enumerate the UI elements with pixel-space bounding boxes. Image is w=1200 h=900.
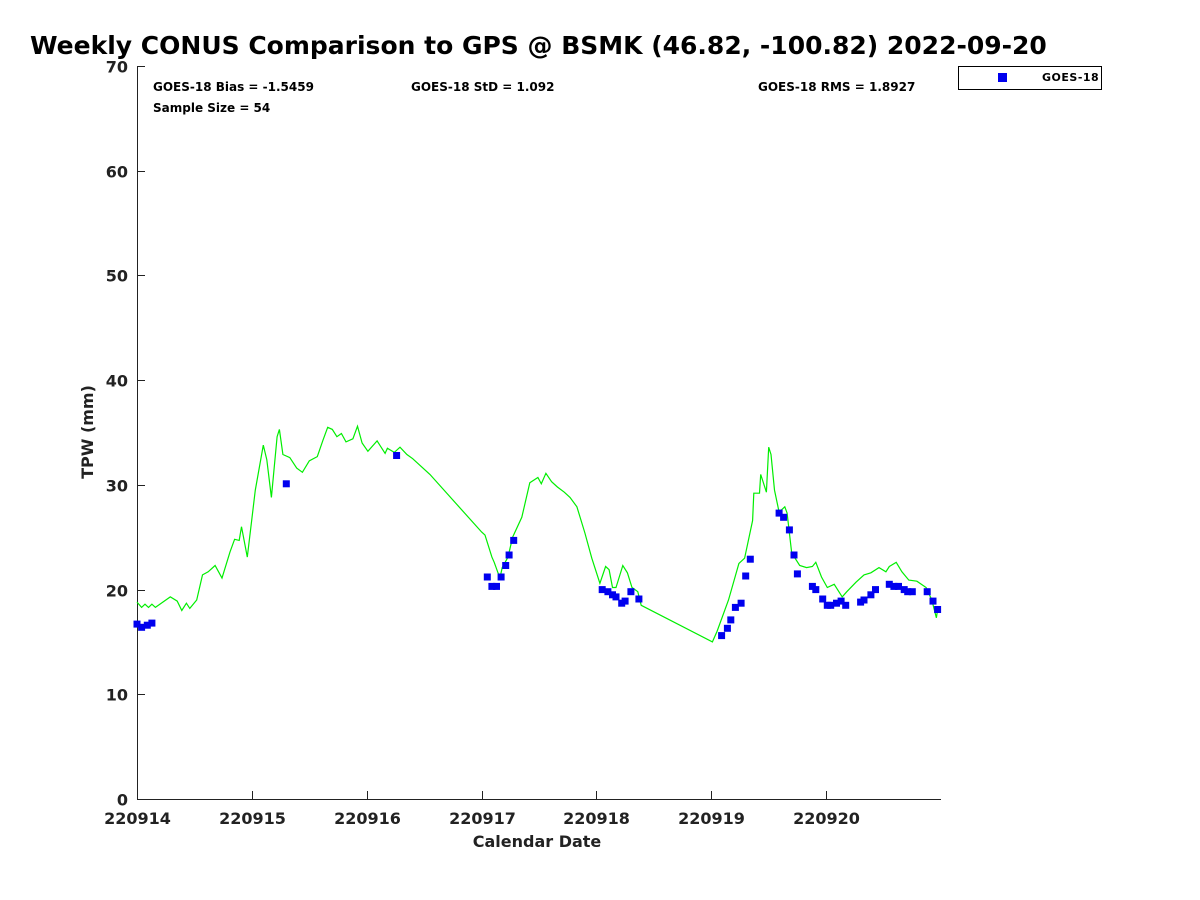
goes18-data-point <box>493 582 500 590</box>
goes18-data-point <box>282 480 290 488</box>
goes18-data-point <box>929 597 937 605</box>
goes18-data-point <box>867 591 875 599</box>
goes18-data-point <box>483 573 491 581</box>
sample-size-stat: Sample Size = 54 <box>153 101 270 115</box>
goes18-data-point <box>635 595 643 603</box>
legend-marker-goes18 <box>998 73 1007 82</box>
y-axis-label: TPW (mm) <box>78 385 97 479</box>
x-tick-label: 220916 <box>334 809 401 828</box>
goes18-data-point <box>785 526 793 534</box>
goes18-data-point <box>890 582 898 590</box>
goes18-data-point <box>793 570 801 578</box>
goes18-data-point <box>790 551 798 559</box>
bias-stat: GOES-18 Bias = -1.5459 <box>153 80 314 94</box>
y-tick-label: 0 <box>117 791 128 810</box>
goes18-data-point <box>885 580 893 588</box>
goes18-data-point <box>833 599 840 607</box>
goes18-data-point <box>510 536 518 544</box>
rms-stat: GOES-18 RMS = 1.8927 <box>758 80 915 94</box>
goes18-data-point <box>723 624 731 632</box>
x-tick-label: 220919 <box>678 809 745 828</box>
goes18-data-point <box>393 452 401 459</box>
x-tick-label: 220918 <box>563 809 630 828</box>
y-tick-label: 50 <box>106 267 128 286</box>
x-tick-label: 220915 <box>219 809 286 828</box>
goes18-data-point <box>746 555 754 563</box>
x-axis-label: Calendar Date <box>473 832 602 851</box>
goes18-data-point <box>860 596 868 604</box>
goes18-data-point <box>837 597 845 605</box>
goes18-data-point <box>138 623 146 631</box>
goes18-data-point <box>812 586 820 594</box>
goes18-data-point <box>727 616 735 624</box>
goes18-data-point <box>934 606 942 613</box>
goes18-data-point <box>148 619 156 627</box>
plot-area <box>133 424 942 643</box>
goes18-data-point <box>895 582 902 590</box>
legend-box <box>958 66 1102 90</box>
legend: GOES-18 <box>958 66 1102 90</box>
goes18-data-point <box>827 601 835 609</box>
gps-series-line <box>136 424 939 643</box>
goes18-data-point <box>904 588 912 596</box>
y-tick-label: 30 <box>106 477 128 496</box>
goes18-data-point <box>731 603 739 611</box>
goes18-data-point <box>502 562 510 569</box>
goes18-data-point <box>775 509 783 517</box>
y-tick-label: 70 <box>106 58 128 77</box>
goes18-data-point <box>908 588 916 596</box>
goes18-data-point <box>497 573 505 581</box>
goes18-data-point <box>842 601 850 609</box>
goes18-data-point <box>612 593 620 601</box>
y-tick-label: 10 <box>106 686 128 705</box>
goes18-data-point <box>505 551 513 559</box>
goes18-data-point <box>923 588 931 596</box>
goes18-data-point <box>143 621 151 629</box>
legend-label-goes18: GOES-18 <box>1042 71 1099 84</box>
goes18-data-point <box>627 588 635 596</box>
y-tick-label: 60 <box>106 163 128 182</box>
axes: 0 10 20 30 40 50 60 70 220914 220915 220916 220917 2… <box>104 58 941 828</box>
goes18-data-point <box>780 513 788 521</box>
chart-title: Weekly CONUS Comparison to GPS @ BSMK (4… <box>30 31 1047 60</box>
goes18-data-point <box>718 632 726 640</box>
goes18-data-point <box>737 599 745 607</box>
goes18-data-point <box>872 586 879 594</box>
goes18-data-point <box>598 586 606 594</box>
goes18-data-point <box>604 588 612 596</box>
std-stat: GOES-18 StD = 1.092 <box>411 80 554 94</box>
y-tick-label: 20 <box>106 582 128 601</box>
goes18-data-point <box>133 620 141 628</box>
x-tick-label: 220920 <box>793 809 860 828</box>
goes18-data-point <box>742 572 750 580</box>
x-tick-label: 220917 <box>449 809 516 828</box>
goes18-data-point <box>621 597 629 605</box>
goes18-data-point <box>488 582 496 590</box>
goes18-data-point <box>819 595 827 603</box>
x-tick-label: 220914 <box>104 809 171 828</box>
y-tick-label: 40 <box>106 372 128 391</box>
